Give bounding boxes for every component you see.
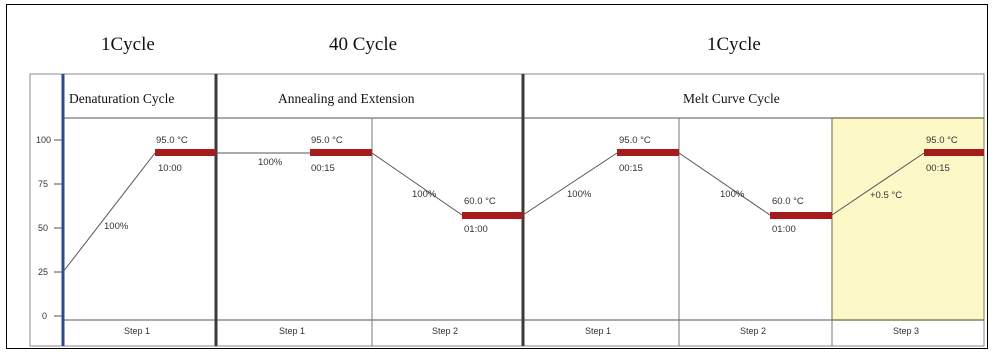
hold-bar[interactable] — [462, 212, 523, 219]
step-time: 10:00 — [158, 163, 182, 174]
temperature-ramps — [62, 152, 925, 273]
hold-bars — [155, 149, 984, 219]
hold-bar[interactable] — [617, 149, 679, 156]
step-time: 01:00 — [772, 224, 796, 235]
step-label[interactable]: Step 2 — [740, 326, 766, 336]
step-temp: 95.0 °C — [311, 135, 343, 146]
step-ramp: 100% — [720, 189, 745, 200]
step-temp: 60.0 °C — [464, 196, 496, 207]
step-time: 00:15 — [311, 163, 335, 174]
stage-title-melt: Melt Curve Cycle — [683, 91, 780, 106]
step-3-highlight[interactable] — [831, 117, 985, 321]
step-label[interactable]: Step 2 — [432, 326, 458, 336]
stage-title-denaturation: Denaturation Cycle — [69, 91, 174, 106]
hold-bar[interactable] — [310, 149, 372, 156]
hold-bar[interactable] — [155, 149, 216, 156]
step-label[interactable]: Step 1 — [585, 326, 611, 336]
step-time: 00:15 — [926, 163, 950, 174]
y-tick-label: 75 — [38, 179, 48, 189]
step-temp: 60.0 °C — [772, 196, 804, 207]
step-temp: 95.0 °C — [926, 135, 958, 146]
step-ramp: +0.5 °C — [870, 190, 902, 201]
step-temp: 95.0 °C — [156, 135, 188, 146]
hold-bar[interactable] — [770, 212, 832, 219]
step-label[interactable]: Step 1 — [279, 326, 305, 336]
cycle-count-denaturation: 1Cycle — [101, 34, 155, 55]
step-ramp: 100% — [104, 221, 129, 232]
step-label[interactable]: Step 1 — [124, 326, 150, 336]
pcr-protocol-panel — [6, 4, 988, 349]
step-label[interactable]: Step 3 — [893, 326, 919, 336]
cycle-count-melt: 1Cycle — [707, 34, 761, 55]
y-tick-label: 50 — [38, 223, 48, 233]
step-ramp: 100% — [258, 157, 283, 168]
cycle-count-annealing: 40 Cycle — [329, 34, 398, 55]
y-axis: 100 75 50 25 0 — [36, 135, 62, 321]
step-time: 01:00 — [464, 224, 488, 235]
step-temp: 95.0 °C — [619, 135, 651, 146]
y-tick-label: 0 — [42, 311, 47, 321]
step-ramp: 100% — [412, 189, 437, 200]
hold-bar[interactable] — [924, 149, 984, 156]
step-ramp: 100% — [567, 189, 592, 200]
y-tick-label: 25 — [38, 267, 48, 277]
chart-box — [29, 73, 985, 347]
stage-title-annealing: Annealing and Extension — [278, 91, 415, 106]
step-time: 00:15 — [619, 163, 643, 174]
y-tick-label: 100 — [36, 135, 51, 145]
